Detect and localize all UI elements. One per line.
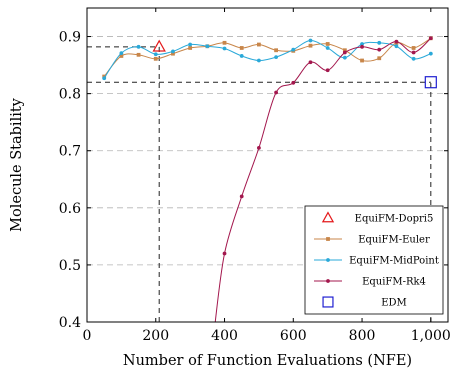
x-tick-label: 0: [83, 328, 92, 344]
y-tick-label: 0.7: [59, 144, 81, 160]
data-point-equifm-midpoint-150: [136, 44, 141, 49]
legend-marker-edm: [322, 296, 334, 308]
plot-frame: [86, 7, 449, 323]
series-equifm-euler: [102, 36, 433, 79]
data-point-equifm-midpoint-300: [188, 42, 193, 47]
data-point-equifm-midpoint-600: [291, 47, 296, 52]
data-point-equifm-rk4-450: [239, 194, 244, 199]
legend-marker-equifm-euler: [326, 237, 330, 241]
legend-marker-equifm-rk4: [326, 279, 330, 283]
data-point-equifm-euler-700: [325, 42, 330, 46]
data-point-equifm-midpoint-550: [274, 55, 278, 59]
y-tick-label: 0.6: [59, 201, 81, 217]
y-tick-label: 0.8: [59, 87, 81, 103]
data-point-equifm-midpoint-100: [119, 51, 124, 56]
ticks: 0 200 400 600 800 1,000 0.4 0.5 0.6 0.7 0.8 0.9: [59, 8, 451, 344]
y-tick-label: 0.5: [59, 258, 81, 274]
series-equifm-dopri5: [152, 39, 166, 52]
data-point-equifm-euler-550: [274, 48, 278, 53]
x-tick-label: 400: [211, 328, 238, 344]
data-point-equifm-euler-800: [360, 58, 364, 63]
data-point-equifm-euler-500: [257, 42, 261, 47]
legend: EquiFM-Dopri5 EquiFM-Euler EquiFM-MidPoint…: [304, 205, 444, 315]
data-point-equifm-euler-100: [119, 54, 124, 58]
data-point-equifm-midpoint-50: [102, 76, 107, 81]
data-point-equifm-euler-200: [153, 56, 158, 61]
data-point-equifm-euler-450: [239, 46, 244, 50]
data-point-equifm-midpoint-750: [342, 55, 347, 60]
data-point-equifm-euler-850: [377, 56, 382, 61]
legend-label-equifm-dopri5: EquiFM-Dopri5: [355, 214, 434, 225]
series-equifm-midpoint: [102, 38, 433, 81]
data-point-equifm-dopri5-210: [152, 39, 166, 52]
data-point-equifm-rk4-900: [394, 39, 399, 44]
data-point-equifm-euler-650: [308, 43, 313, 48]
y-tick-label: 0.4: [59, 315, 81, 331]
legend-label-edm: EDM: [381, 298, 407, 309]
x-tick-label: 1,000: [411, 328, 451, 344]
reference-lines: [87, 46, 432, 322]
legend-marker-equifm-dopri5: [321, 211, 335, 223]
data-point-equifm-rk4-500: [257, 145, 261, 150]
data-point-equifm-euler-150: [136, 52, 141, 57]
x-axis-label: Number of Function Evaluations (NFE): [123, 353, 412, 369]
legend-label-equifm-rk4: EquiFM-Rk4: [362, 277, 426, 288]
series-equifm-rk4: [214, 36, 433, 322]
series-edm: [424, 76, 437, 89]
data-point-equifm-euler-400: [222, 40, 227, 45]
data-point-equifm-rk4-650: [308, 60, 313, 65]
x-tick-label: 800: [349, 328, 376, 344]
data-point-equifm-midpoint-450: [239, 54, 244, 58]
data-point-equifm-euler-300: [188, 46, 193, 50]
series-line-equifm-midpoint: [103, 40, 431, 79]
data-point-equifm-midpoint-200: [153, 52, 158, 57]
series-line-equifm-euler: [103, 37, 432, 77]
data-point-equifm-rk4-550: [274, 90, 278, 95]
legend-marker-equifm-midpoint: [326, 258, 330, 262]
data-point-equifm-midpoint-700: [325, 46, 330, 50]
data-point-equifm-midpoint-350: [205, 44, 210, 49]
data-point-equifm-midpoint-400: [222, 46, 227, 51]
data-point-equifm-midpoint-650: [308, 38, 313, 43]
data-point-equifm-rk4-800: [360, 44, 364, 49]
data-point-equifm-midpoint-500: [257, 58, 261, 63]
data-point-equifm-midpoint-950: [411, 56, 416, 61]
data-point-equifm-euler-250: [171, 51, 175, 56]
legend-label-equifm-midpoint: EquiFM-MidPoint: [349, 256, 439, 267]
data-point-equifm-euler-750: [342, 48, 347, 53]
series-layer: [102, 36, 437, 322]
x-tick-label: 600: [280, 328, 307, 344]
data-point-equifm-midpoint-1000: [428, 51, 433, 56]
data-point-equifm-rk4-400: [222, 251, 227, 256]
data-point-equifm-rk4-1000: [428, 36, 433, 41]
data-point-equifm-rk4-850: [377, 47, 382, 52]
data-point-equifm-midpoint-250: [171, 49, 175, 54]
data-point-equifm-rk4-700: [325, 68, 330, 73]
data-point-equifm-midpoint-900: [394, 44, 399, 49]
data-point-equifm-rk4-950: [411, 50, 416, 55]
data-point-equifm-midpoint-850: [377, 40, 382, 45]
x-tick-label: 200: [142, 328, 169, 344]
y-axis-label: Molecule Stability: [9, 97, 25, 232]
data-point-equifm-midpoint-800: [360, 42, 364, 46]
data-point-equifm-euler-950: [411, 46, 416, 50]
data-point-edm-1000: [424, 76, 437, 89]
data-point-equifm-rk4-600: [291, 80, 296, 85]
data-point-equifm-rk4-750: [342, 50, 347, 55]
legend-label-equifm-euler: EquiFM-Euler: [358, 235, 430, 246]
y-tick-label: 0.9: [59, 30, 81, 46]
